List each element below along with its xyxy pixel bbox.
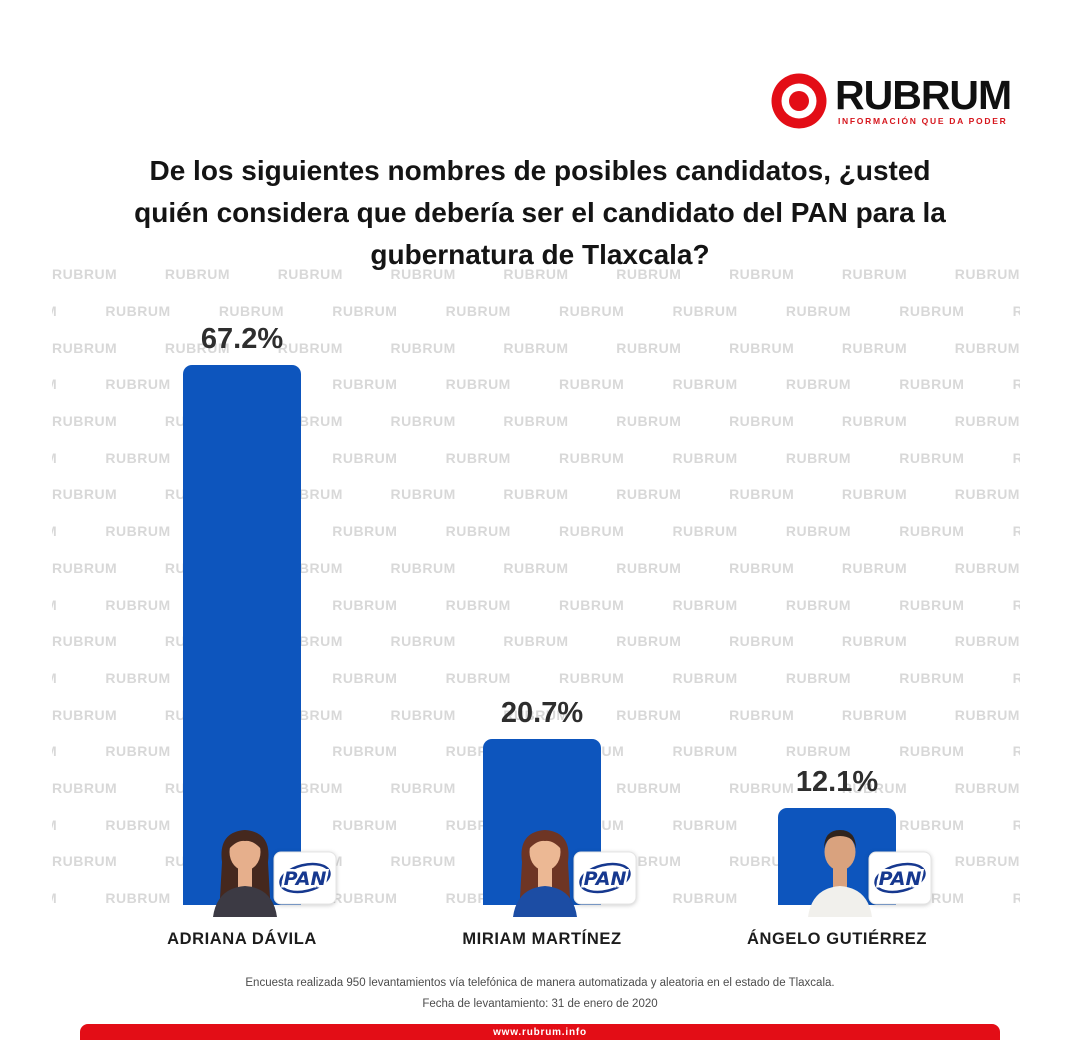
bar-value-label: 67.2% — [200, 323, 284, 355]
bar-value-label: 20.7% — [500, 697, 584, 729]
rubrum-logo: RUBRUM INFORMACIÓN QUE DA PODER — [770, 72, 1012, 130]
candidate-photo — [505, 822, 585, 917]
footnote-methodology: Encuesta realizada 950 levantamientos ví… — [245, 977, 835, 989]
rubrum-bullseye-icon — [771, 73, 827, 129]
candidate-name: MIRIAM MARTÍNEZ — [462, 930, 622, 948]
pan-party-logo: PAN — [573, 851, 637, 910]
footnote-date: Fecha de levantamiento: 31 de enero de 2… — [422, 998, 658, 1011]
poll-question: De los siguientes nombres de posibles ca… — [134, 155, 946, 270]
candidate-photo — [205, 822, 285, 917]
svg-text:PAN: PAN — [879, 868, 922, 890]
poll-bar — [183, 365, 301, 905]
bar-value-label: 12.1% — [795, 766, 879, 798]
pan-party-logo: PAN — [273, 851, 337, 910]
footer-website-bar: www.rubrum.info — [80, 1024, 1000, 1040]
methodology-footnotes: Encuesta realizada 950 levantamientos ví… — [0, 973, 1080, 1016]
brand-name: RUBRUM — [835, 72, 1012, 119]
brand-tagline: INFORMACIÓN QUE DA PODER — [838, 115, 1008, 126]
svg-text:PAN: PAN — [284, 868, 327, 890]
pan-party-logo: PAN — [868, 851, 932, 910]
candidate-name: ÁNGELO GUTIÉRREZ — [746, 930, 928, 948]
website-url: www.rubrum.info — [493, 1027, 587, 1038]
svg-text:PAN: PAN — [584, 868, 627, 890]
candidate-name: ADRIANA DÁVILA — [167, 930, 317, 948]
candidate-photo — [800, 822, 880, 917]
